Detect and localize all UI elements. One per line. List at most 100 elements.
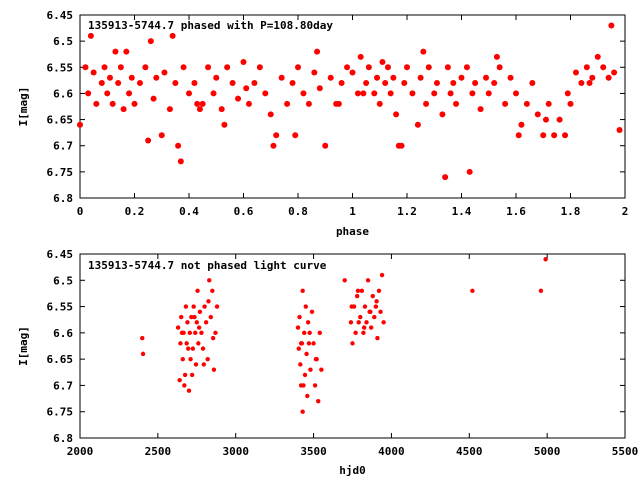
p0-data-point bbox=[376, 100, 383, 107]
p0-data-point bbox=[172, 79, 179, 86]
p0-y-tick-label: 6.5 bbox=[53, 35, 73, 48]
p0-y-tick-label: 6.55 bbox=[47, 61, 74, 74]
p0-data-point bbox=[453, 100, 460, 107]
p0-data-point bbox=[611, 69, 618, 76]
p0-chart-title: 135913-5744.7 phased with P=108.80day bbox=[88, 19, 333, 32]
p0-data-point bbox=[384, 64, 391, 71]
p0-data-point bbox=[77, 121, 83, 128]
p0-data-point bbox=[529, 79, 536, 86]
p1-data-point bbox=[305, 393, 310, 399]
p1-data-point bbox=[302, 372, 308, 378]
p1-data-point bbox=[379, 272, 385, 278]
phased-light-curve-panel: 6.45 6.5 6.55 6.6 6.65 6.7 6.75 6.8 0 0.2 0.4 0.6 0.… bbox=[17, 9, 628, 238]
p0-data-point bbox=[305, 100, 312, 107]
p0-data-point bbox=[414, 121, 421, 128]
p1-data-point bbox=[311, 341, 316, 346]
p0-data-point bbox=[128, 74, 135, 81]
p1-data-point bbox=[373, 304, 379, 309]
p0-data-point bbox=[199, 100, 206, 107]
p1-data-point bbox=[185, 320, 190, 325]
p1-data-point bbox=[362, 304, 368, 309]
p0-x-tick-label: 1.4 bbox=[452, 205, 472, 218]
p1-data-point bbox=[306, 341, 312, 346]
p1-data-point bbox=[178, 341, 183, 346]
p1-data-point bbox=[359, 288, 365, 293]
p0-data-point bbox=[483, 74, 490, 81]
p1-data-point bbox=[195, 288, 200, 293]
p1-data-point bbox=[196, 325, 202, 330]
p1-data-point bbox=[210, 288, 215, 293]
p1-y-tick-label: 6.65 bbox=[47, 353, 74, 366]
p1-data-point bbox=[182, 383, 187, 388]
p0-x-tick-label: 0.6 bbox=[234, 205, 254, 218]
p0-data-point bbox=[196, 106, 203, 113]
p0-data-point bbox=[387, 90, 394, 97]
p0-data-point bbox=[177, 158, 184, 165]
p0-data-point bbox=[363, 79, 370, 86]
p0-data-point bbox=[147, 38, 154, 45]
p1-data-point bbox=[296, 346, 301, 351]
p0-data-point bbox=[85, 90, 92, 97]
p1-data-point bbox=[298, 362, 303, 367]
p0-data-point bbox=[240, 59, 247, 66]
p1-data-point bbox=[193, 362, 199, 367]
p0-data-point bbox=[335, 100, 342, 107]
p1-y-tick-label: 6.5 bbox=[53, 274, 73, 287]
p1-data-point bbox=[317, 330, 322, 336]
p0-data-point bbox=[564, 90, 571, 97]
p1-data-point bbox=[368, 325, 374, 330]
p0-data-point bbox=[600, 64, 607, 71]
p0-data-point bbox=[90, 69, 97, 76]
p1-data-point bbox=[358, 314, 363, 320]
p0-data-point bbox=[556, 116, 563, 123]
p1-data-point bbox=[140, 335, 145, 341]
p1-data-point bbox=[375, 335, 380, 341]
p1-data-point bbox=[300, 409, 305, 414]
p0-data-point bbox=[542, 116, 549, 123]
p1-y-axis-label: I[mag] bbox=[17, 326, 30, 366]
p1-data-point bbox=[364, 320, 369, 325]
p0-y-tick-label: 6.6 bbox=[53, 87, 73, 100]
p0-data-point bbox=[327, 74, 334, 81]
p0-data-point bbox=[101, 64, 108, 71]
p0-x-axis-label: phase bbox=[336, 225, 369, 238]
p0-data-point bbox=[572, 69, 579, 76]
p0-data-point bbox=[442, 174, 449, 181]
p0-data-point bbox=[166, 106, 173, 113]
p1-data-point bbox=[305, 320, 311, 325]
p1-data-point bbox=[203, 320, 209, 325]
p0-data-point bbox=[210, 90, 217, 97]
p0-data-point bbox=[98, 79, 105, 86]
p1-data-point bbox=[191, 304, 196, 309]
p1-data-point bbox=[189, 314, 194, 320]
p1-data-point bbox=[182, 372, 188, 378]
p1-data-point bbox=[365, 278, 371, 283]
p0-data-point bbox=[534, 111, 541, 118]
p0-data-point bbox=[338, 79, 345, 86]
p0-data-point bbox=[439, 111, 446, 118]
p1-data-point bbox=[211, 367, 217, 372]
p0-data-point bbox=[158, 132, 165, 139]
p1-y-tick-label: 6.45 bbox=[47, 248, 74, 261]
p0-data-point bbox=[316, 85, 323, 92]
p1-x-tick-label: 3000 bbox=[222, 445, 249, 458]
p1-data-point bbox=[213, 330, 218, 336]
p0-data-point bbox=[131, 100, 138, 107]
p0-data-point bbox=[420, 48, 427, 55]
p1-data-point bbox=[361, 325, 367, 330]
p0-data-point bbox=[150, 95, 157, 102]
p0-data-point bbox=[322, 142, 329, 149]
p0-data-point bbox=[404, 64, 410, 71]
p0-data-point bbox=[169, 32, 176, 39]
p1-data-point bbox=[308, 367, 313, 372]
p1-data-point bbox=[193, 330, 198, 336]
p0-data-point bbox=[493, 53, 500, 60]
p1-x-tick-label: 4000 bbox=[378, 445, 405, 458]
p1-data-point bbox=[543, 257, 548, 262]
p0-data-point bbox=[360, 90, 367, 97]
p0-data-point bbox=[379, 59, 386, 66]
p0-y-tick-label: 6.75 bbox=[47, 166, 74, 179]
p1-data-point bbox=[210, 335, 216, 341]
p0-data-point bbox=[194, 100, 201, 107]
p1-data-point bbox=[187, 330, 192, 336]
